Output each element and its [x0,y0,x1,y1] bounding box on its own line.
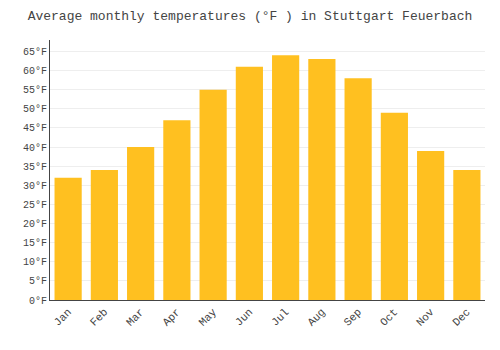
svg-text:Feb: Feb [88,306,110,328]
svg-text:5°F: 5°F [29,276,47,287]
svg-text:Oct: Oct [378,306,400,328]
svg-text:Dec: Dec [450,306,472,328]
svg-text:20°F: 20°F [23,219,47,230]
svg-text:Jun: Jun [233,306,255,328]
svg-text:Mar: Mar [124,306,146,328]
svg-text:Apr: Apr [160,306,182,328]
svg-text:May: May [197,306,220,329]
svg-text:35°F: 35°F [23,162,47,173]
svg-text:Jul: Jul [269,306,291,328]
svg-text:40°F: 40°F [23,143,47,154]
svg-text:65°F: 65°F [23,47,47,58]
svg-text:30°F: 30°F [23,181,47,192]
svg-text:Jan: Jan [52,306,74,328]
svg-text:Sep: Sep [342,306,364,328]
svg-text:60°F: 60°F [23,66,47,77]
svg-text:50°F: 50°F [23,104,47,115]
svg-text:Aug: Aug [305,306,327,328]
svg-text:15°F: 15°F [23,238,47,249]
svg-text:25°F: 25°F [23,200,47,211]
svg-text:45°F: 45°F [23,123,47,134]
svg-text:55°F: 55°F [23,85,47,96]
svg-text:Average monthly temperatures (: Average monthly temperatures (°F ) in St… [28,9,473,24]
svg-text:0°F: 0°F [29,296,47,307]
svg-text:10°F: 10°F [23,257,47,268]
svg-text:Nov: Nov [414,306,437,329]
